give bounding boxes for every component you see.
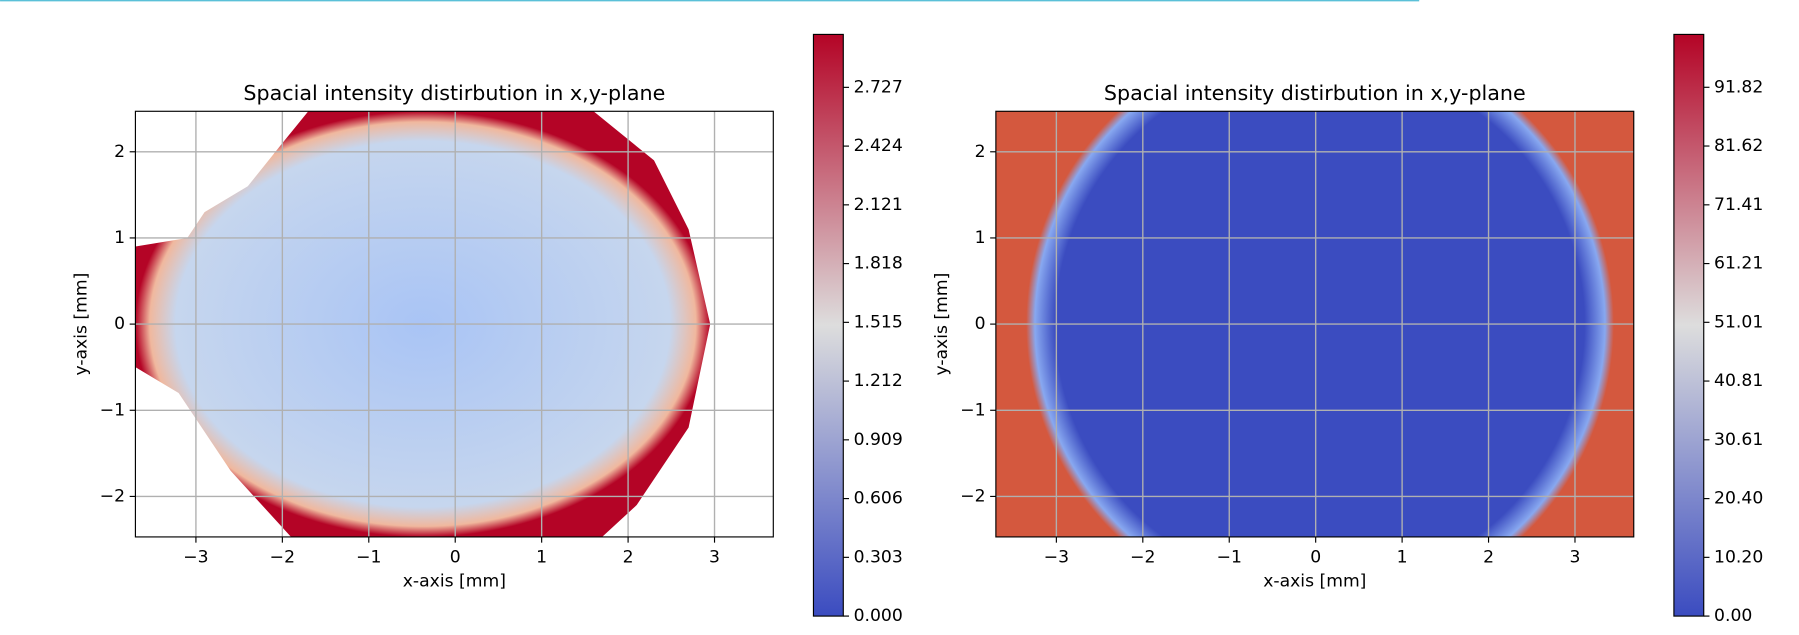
x-tick-label: 2 [623,548,634,568]
x-tick-label: 0 [450,548,461,568]
y-tick-label: 0 [975,314,986,334]
y-tick-label: 1 [975,228,986,248]
colorbar-tick-label: 1.212 [854,371,903,391]
x-tick-label: 3 [709,548,720,568]
colorbar-tick-label: 1.818 [854,254,903,274]
colorbar-tick-label: 1.515 [854,312,903,332]
y-tick-label: −1 [960,400,985,420]
colorbar-tick-label: 91.82 [1714,77,1763,97]
x-tick-label: −1 [356,548,381,568]
axes-frame [134,110,774,538]
colorbar-tick-label: 0.303 [854,547,903,567]
x-tick-label: −2 [270,548,295,568]
x-tick-label: −3 [1044,548,1069,568]
x-tick-label: 2 [1483,548,1494,568]
chart-title: Spacial intensity distirbution in x,y-pl… [1104,81,1526,105]
y-tick-label: −2 [100,486,125,506]
colorbar-tick-label: 61.21 [1714,254,1763,274]
x-tick-label: −3 [183,548,208,568]
colorbar-tick-label: 2.727 [854,77,903,97]
colorbar [1673,33,1705,617]
colorbar-tick-label: 0.909 [854,430,903,450]
x-tick-label: 3 [1570,548,1581,568]
colorbar-tick-label: 71.41 [1714,195,1763,215]
axes-frame [995,110,1635,538]
y-tick-label: 2 [975,142,986,162]
x-tick-label: 1 [1397,548,1408,568]
colorbar-tick-label: 0.000 [854,606,903,626]
y-axis-label: y-axis [mm] [71,273,91,376]
colorbar-tick-label: 20.40 [1714,489,1763,509]
chart-title: Spacial intensity distirbution in x,y-pl… [243,81,665,105]
x-tick-label: −2 [1130,548,1155,568]
x-axis-label: x-axis [mm] [403,572,506,592]
y-tick-label: −1 [100,400,125,420]
x-axis-label: x-axis [mm] [1263,572,1366,592]
y-axis-label: y-axis [mm] [932,273,952,376]
colorbar-tick-label: 0.00 [1714,606,1752,626]
x-tick-label: 1 [536,548,547,568]
x-tick-label: −1 [1217,548,1242,568]
colorbar-tick-label: 51.01 [1714,312,1763,332]
colorbar [812,33,844,617]
colorbar-tick-label: 30.61 [1714,430,1763,450]
colorbar-tick-label: 2.424 [854,136,903,156]
colorbar-tick-label: 10.20 [1714,547,1763,567]
colorbar-tick-label: 81.62 [1714,136,1763,156]
y-tick-label: −2 [960,486,985,506]
colorbar-tick-label: 40.81 [1714,371,1763,391]
y-tick-label: 1 [114,228,125,248]
y-tick-label: 0 [114,314,125,334]
colorbar-tick-label: 0.606 [854,489,903,509]
x-tick-label: 0 [1310,548,1321,568]
colorbar-tick-label: 2.121 [854,195,903,215]
y-tick-label: 2 [114,142,125,162]
